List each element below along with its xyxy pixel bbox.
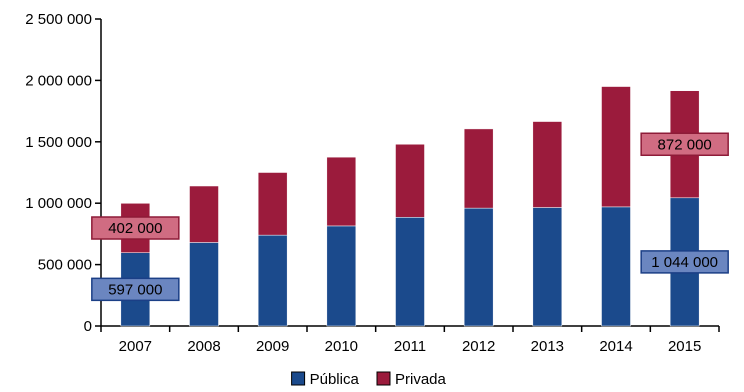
bar-publica-2012 <box>463 207 494 327</box>
bar-privada-2008 <box>189 185 219 243</box>
bar-privada-2013 <box>532 121 563 208</box>
x-tick-label: 2014 <box>599 338 632 355</box>
y-tick-label: 1 000 000 <box>25 195 92 212</box>
bar-publica-2011 <box>395 217 425 327</box>
data-label-text: 872 000 <box>658 136 712 153</box>
legend-item-privada: Privada <box>376 371 447 388</box>
bar-privada-2014 <box>601 86 631 208</box>
data-label-box <box>640 132 729 157</box>
x-tick-label: 2013 <box>531 338 564 355</box>
legend-label: Privada <box>395 371 447 388</box>
bar-privada-2011 <box>395 144 425 218</box>
data-label-box <box>640 250 729 274</box>
y-tick-label: 2 000 000 <box>25 72 92 89</box>
x-tick-label: 2009 <box>256 338 289 355</box>
bars <box>120 86 700 327</box>
y-tick-label: 1 500 000 <box>25 134 92 151</box>
bar-publica-2008 <box>189 242 219 327</box>
bar-publica-2010 <box>326 225 357 327</box>
y-tick-label: 500 000 <box>38 257 92 274</box>
x-tick-label: 2012 <box>462 338 495 355</box>
bar-privada-2012 <box>463 128 494 209</box>
bar-publica-2013 <box>532 207 563 327</box>
legend-item-publica: Pública <box>291 371 360 388</box>
data-label-text: 597 000 <box>108 281 162 298</box>
y-tick-label: 2 500 000 <box>25 11 92 28</box>
bar-publica-2014 <box>601 206 631 327</box>
data-label-privada-2007: 402 000 <box>91 216 180 240</box>
data-label-text: 402 000 <box>108 220 162 237</box>
x-tick-label: 2008 <box>187 338 220 355</box>
x-tick-label: 2007 <box>119 338 152 355</box>
data-label-text: 1 044 000 <box>651 254 718 271</box>
data-label-box <box>91 277 180 302</box>
data-label-box <box>91 216 180 240</box>
bar-privada-2009 <box>257 172 288 236</box>
legend-label: Pública <box>310 371 360 388</box>
y-tick-label: 0 <box>84 318 92 335</box>
legend: Pública Privada <box>291 371 447 388</box>
data-label-publica-2015: 1 044 000 <box>640 250 729 274</box>
bar-privada-2010 <box>326 156 357 227</box>
x-axis: 2007 2008 2009 2010 2011 2012 2013 2014 2015 <box>100 325 720 355</box>
legend-swatch <box>376 371 391 386</box>
x-tick-label: 2015 <box>668 338 701 355</box>
x-tick-label: 2011 <box>394 338 426 355</box>
y-axis: 0 500 000 1 000 000 1 500 000 2 000 000 2 500… <box>25 11 102 335</box>
data-label-publica-2007: 597 000 <box>91 277 180 302</box>
bar-publica-2009 <box>257 234 288 327</box>
x-tick-label: 2010 <box>325 338 358 355</box>
data-label-privada-2015: 872 000 <box>640 132 729 157</box>
data-labels: 402 000 597 000 872 000 1 044 000 <box>91 132 729 302</box>
legend-swatch <box>291 371 306 386</box>
